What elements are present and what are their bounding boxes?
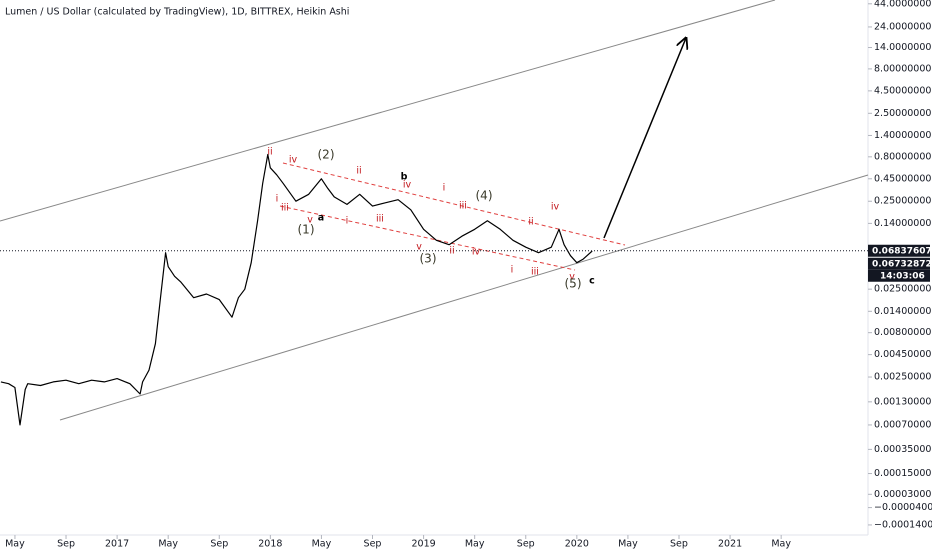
y-tick-label: 0.25000000: [874, 196, 931, 207]
x-tick-label: 2017: [105, 539, 129, 550]
y-tick-label: 44.00000000: [874, 0, 932, 9]
x-tick-label: May: [312, 539, 332, 550]
wave-label: iii: [459, 201, 467, 212]
wave-label: iii: [281, 203, 289, 214]
wave-label: iii: [376, 214, 384, 225]
wave-label: (4): [476, 189, 493, 203]
y-tick-label: 0.00003000: [874, 489, 931, 500]
y-tick-label: −0.00004000: [874, 502, 932, 513]
x-tick-label: 2019: [411, 539, 435, 550]
chart-title: Lumen / US Dollar (calculated by Trading…: [5, 7, 349, 18]
channel-upper: [0, 0, 776, 222]
countdown-box: [868, 269, 930, 282]
x-tick-label: 2018: [258, 539, 282, 550]
channel-lower: [59, 174, 869, 421]
y-tick-label: 0.00450000: [874, 349, 931, 360]
wave-label: (1): [298, 223, 315, 237]
x-tick-label: 2020: [565, 539, 589, 550]
y-tick-label: 0.00800000: [874, 327, 931, 338]
x-tick-label: May: [158, 539, 178, 550]
x-tick-label: May: [771, 539, 791, 550]
wave-label: (3): [420, 252, 437, 266]
x-tick-label: Sep: [364, 539, 382, 550]
wave-label: (5): [565, 277, 582, 291]
y-tick-label: 0.80000000: [874, 151, 931, 162]
wave-label: v: [416, 242, 422, 253]
x-tick-label: Sep: [670, 539, 688, 550]
y-tick-label: 0.14000000: [874, 218, 931, 229]
target-arrow: [603, 38, 686, 239]
wave-label: ii: [528, 217, 533, 228]
wave-label: i: [443, 183, 446, 194]
price-tag: [868, 257, 930, 270]
y-tick-label: 0.00130000: [874, 396, 931, 407]
y-tick-label: 8.00000000: [874, 63, 931, 74]
wave-label: iv: [551, 202, 560, 213]
x-tick-label: 2021: [718, 539, 742, 550]
price-tag: [868, 244, 930, 257]
wave-label: v: [569, 272, 575, 283]
price-tag-label: 0.06837607: [872, 247, 932, 257]
wave-label: i: [511, 265, 514, 276]
y-tick-label: 0.01400000: [874, 306, 931, 317]
x-tick-label: May: [5, 539, 25, 550]
y-tick-label: 0.02500000: [874, 284, 931, 295]
wave-label: iv: [403, 180, 412, 191]
wave-label: i: [276, 194, 279, 205]
y-tick-label: 2.50000000: [874, 108, 931, 119]
y-tick-label: 1.40000000: [874, 130, 931, 141]
price-tag-label: 0.06732872: [872, 260, 932, 270]
wave-label: iv: [289, 155, 298, 166]
y-tick-label: 0.45000000: [874, 173, 931, 184]
wave-label: c: [589, 276, 595, 287]
y-tick-label: 14.00000000: [874, 42, 932, 53]
wave-label: iv: [472, 247, 481, 258]
x-tick-label: May: [465, 539, 485, 550]
y-tick-label: 24.00000000: [874, 21, 932, 32]
x-tick-label: May: [618, 539, 638, 550]
wedge-lower: [279, 205, 576, 271]
y-tick-label: 0.00035000: [874, 444, 931, 455]
y-tick-label: −0.00014000: [874, 519, 932, 530]
x-tick-label: Sep: [210, 539, 228, 550]
wave-label: a: [318, 213, 324, 224]
y-tick-label: 4.50000000: [874, 85, 931, 96]
wave-label: ii: [449, 246, 454, 257]
wave-label: iii: [531, 267, 539, 278]
y-tick-label: 0.00070000: [874, 419, 931, 430]
price-line: [0, 153, 593, 426]
x-tick-label: Sep: [57, 539, 75, 550]
wave-label: b: [401, 172, 408, 183]
y-tick-label: 0.00015000: [874, 468, 931, 479]
countdown: 14:03:06: [880, 272, 925, 282]
wave-label: ii: [267, 147, 272, 158]
y-tick-label: 0.00250000: [874, 372, 931, 383]
x-tick-label: Sep: [517, 539, 535, 550]
wedge-upper: [282, 162, 626, 246]
wave-label: (2): [318, 148, 335, 162]
wave-label: i: [346, 216, 349, 227]
wave-label: ii: [356, 166, 361, 177]
wave-label: v: [307, 215, 313, 226]
